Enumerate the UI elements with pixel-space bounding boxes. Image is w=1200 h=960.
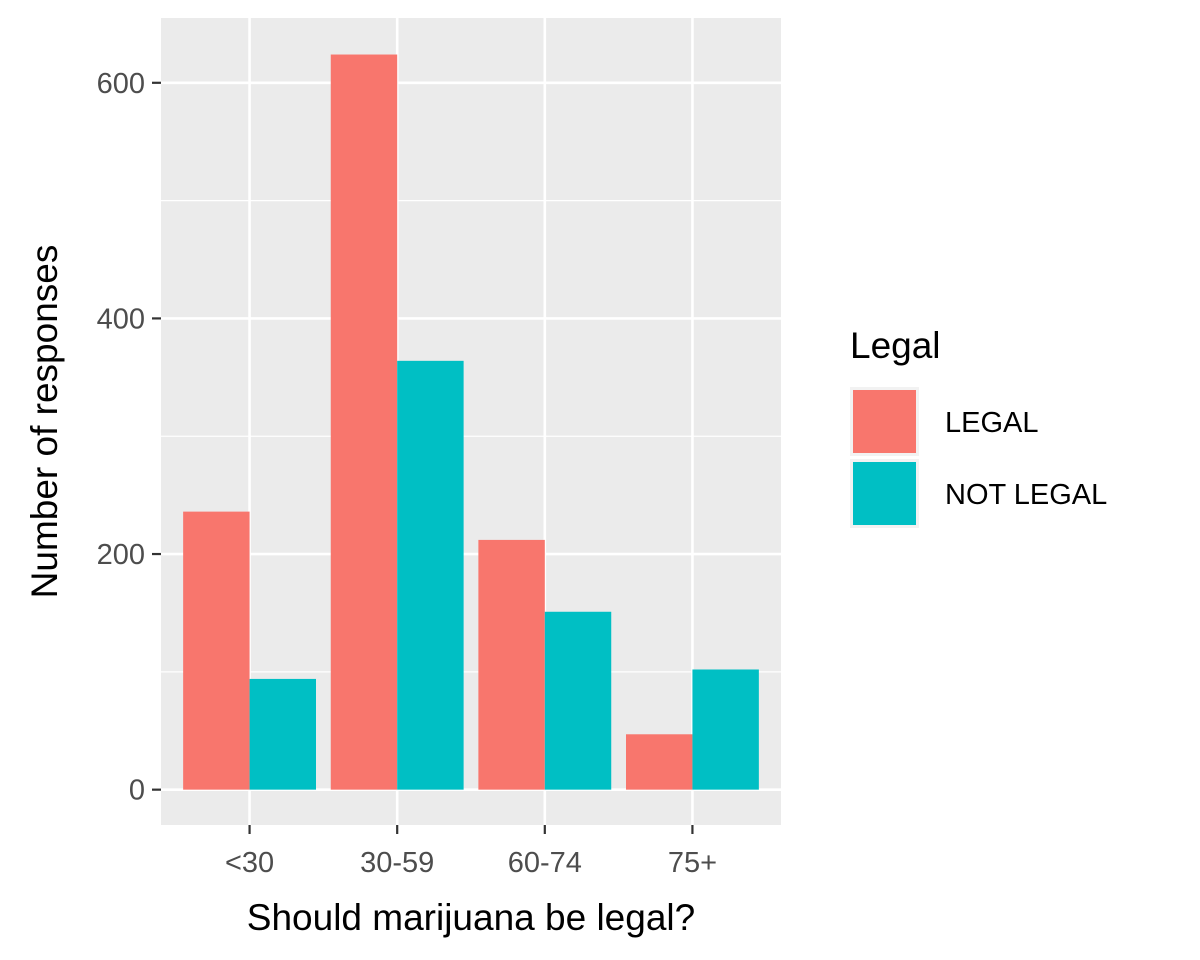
x-axis-title: Should marijuana be legal?	[247, 897, 695, 938]
x-tick-label: 60-74	[508, 847, 582, 879]
bar-legal-1	[330, 54, 398, 790]
minor-gridlines	[161, 200, 781, 673]
bars	[183, 54, 759, 790]
legend-swatch	[853, 462, 916, 525]
bar-legal-0	[183, 511, 250, 790]
y-axis: 0 200 400 600	[97, 68, 161, 807]
y-axis-title: Number of responses	[24, 245, 65, 599]
legend-swatch	[853, 390, 916, 453]
bar-not-legal-3	[692, 669, 759, 790]
x-axis: <30 30-59 60-74 75+	[225, 825, 717, 879]
x-tick-label: 30-59	[360, 847, 434, 879]
legend-label: NOT LEGAL	[945, 479, 1107, 511]
legend-title: Legal	[850, 325, 941, 366]
legend: Legal LEGAL NOT LEGAL	[850, 325, 1107, 528]
y-tick-label: 0	[129, 775, 145, 807]
y-tick-label: 400	[97, 303, 145, 335]
bar-legal-3	[626, 734, 693, 790]
y-tick-label: 200	[97, 539, 145, 571]
legend-label: LEGAL	[945, 407, 1039, 439]
bar-not-legal-1	[397, 360, 464, 790]
bar-not-legal-0	[249, 678, 316, 790]
x-tick-label: 75+	[668, 847, 717, 879]
bar-legal-2	[478, 539, 545, 790]
bar-not-legal-2	[544, 611, 612, 790]
x-tick-label: <30	[225, 847, 274, 879]
y-tick-label: 600	[97, 68, 145, 100]
